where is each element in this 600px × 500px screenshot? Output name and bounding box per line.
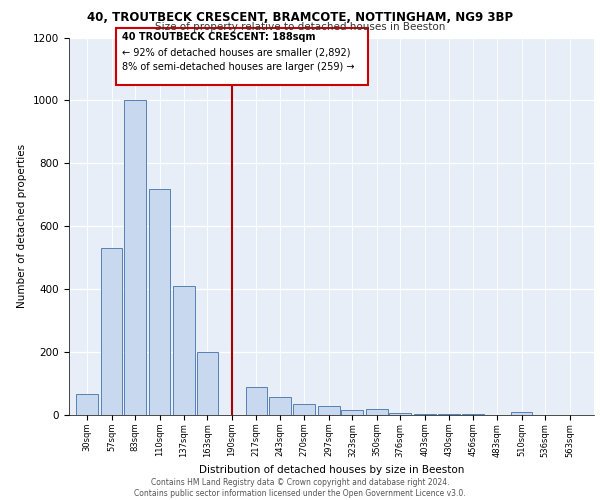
Bar (173, 286, 195, 415)
Bar (197, 352, 218, 415)
Bar (511, 412, 532, 415)
Y-axis label: Number of detached properties: Number of detached properties (17, 144, 28, 308)
Bar (462, 414, 484, 415)
X-axis label: Distribution of detached houses by size in Beeston: Distribution of detached houses by size … (199, 465, 464, 475)
Bar (389, 414, 411, 415)
Bar (149, 188, 170, 415)
FancyBboxPatch shape (116, 28, 368, 84)
Bar (366, 410, 388, 415)
Bar (341, 410, 363, 415)
Text: 40, TROUTBECK CRESCENT, BRAMCOTE, NOTTINGHAM, NG9 3BP: 40, TROUTBECK CRESCENT, BRAMCOTE, NOTTIN… (87, 11, 513, 24)
Bar (124, 100, 146, 415)
Bar (269, 397, 291, 415)
Bar (76, 394, 98, 415)
Text: Size of property relative to detached houses in Beeston: Size of property relative to detached ho… (155, 22, 445, 32)
Bar (101, 248, 122, 415)
Bar (245, 388, 267, 415)
Text: 40 TROUTBECK CRESCENT: 188sqm: 40 TROUTBECK CRESCENT: 188sqm (121, 32, 315, 42)
Bar (439, 414, 460, 415)
Text: 8% of semi-detached houses are larger (259) →: 8% of semi-detached houses are larger (2… (121, 62, 354, 72)
Text: ← 92% of detached houses are smaller (2,892): ← 92% of detached houses are smaller (2,… (121, 48, 350, 58)
Bar (414, 414, 436, 415)
Bar (318, 406, 340, 415)
Bar (293, 404, 315, 415)
Text: Contains HM Land Registry data © Crown copyright and database right 2024.
Contai: Contains HM Land Registry data © Crown c… (134, 478, 466, 498)
